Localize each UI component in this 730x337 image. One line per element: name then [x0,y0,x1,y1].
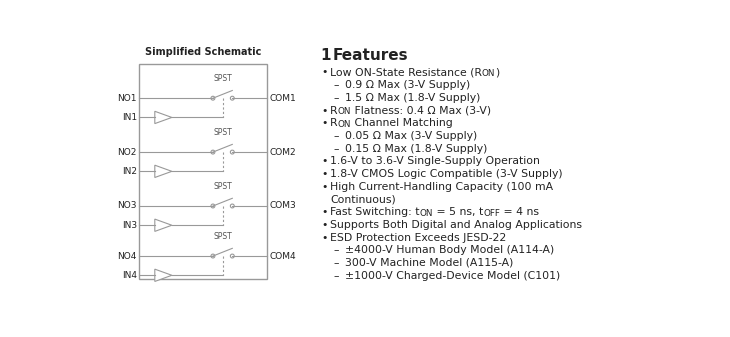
Text: Features: Features [332,48,408,63]
Text: Simplified Schematic: Simplified Schematic [145,48,261,57]
Text: = 5 ns, t: = 5 ns, t [433,207,483,217]
Text: Channel Matching: Channel Matching [351,118,453,128]
Text: 1: 1 [320,48,331,63]
Text: ON: ON [337,107,351,116]
Text: •: • [321,182,328,192]
Text: NO3: NO3 [118,202,137,211]
Text: ): ) [496,67,499,78]
Text: NO4: NO4 [118,251,137,261]
Text: Continuous): Continuous) [330,194,396,205]
Text: •: • [321,118,328,128]
Text: ON: ON [482,69,496,78]
Text: SPST: SPST [213,74,232,83]
Text: IN3: IN3 [122,221,137,230]
Text: Fast Switching: t: Fast Switching: t [330,207,420,217]
Text: Low ON-State Resistance (R: Low ON-State Resistance (R [330,67,482,78]
Text: High Current-Handling Capacity (100 mA: High Current-Handling Capacity (100 mA [330,182,553,192]
Bar [139,64,267,279]
Text: •: • [321,220,328,230]
Text: IN4: IN4 [122,271,137,280]
Text: COM1: COM1 [269,94,296,103]
Text: •: • [321,156,328,166]
Text: Supports Both Digital and Analog Applications: Supports Both Digital and Analog Applica… [330,220,582,230]
Text: 1.5 Ω Max (1.8-V Supply): 1.5 Ω Max (1.8-V Supply) [345,93,480,103]
Text: SPST: SPST [213,232,232,241]
Polygon shape [155,165,172,178]
Text: COM4: COM4 [269,251,296,261]
Text: ±1000-V Charged-Device Model (C101): ±1000-V Charged-Device Model (C101) [345,271,560,281]
Text: ±4000-V Human Body Model (A114-A): ±4000-V Human Body Model (A114-A) [345,245,554,255]
Text: COM3: COM3 [269,202,296,211]
Text: Flatness: 0.4 Ω Max (3-V): Flatness: 0.4 Ω Max (3-V) [351,105,491,116]
Text: NO1: NO1 [118,94,137,103]
Text: ON: ON [337,120,351,129]
Text: ON: ON [420,209,433,218]
Text: 0.05 Ω Max (3-V Supply): 0.05 Ω Max (3-V Supply) [345,131,477,141]
Text: •: • [321,67,328,78]
Text: OFF: OFF [483,209,500,218]
Text: IN2: IN2 [122,167,137,176]
Text: IN1: IN1 [122,113,137,122]
Text: 1.6-V to 3.6-V Single-Supply Operation: 1.6-V to 3.6-V Single-Supply Operation [330,156,539,166]
Text: R: R [330,118,337,128]
Polygon shape [155,111,172,124]
Text: –: – [334,80,339,90]
Text: –: – [334,93,339,103]
Text: 300-V Machine Model (A115-A): 300-V Machine Model (A115-A) [345,258,513,268]
Text: –: – [334,144,339,154]
Text: •: • [321,207,328,217]
Text: = 4 ns: = 4 ns [500,207,539,217]
Text: SPST: SPST [213,182,232,191]
Text: SPST: SPST [213,128,232,137]
Text: –: – [334,258,339,268]
Text: 1.8-V CMOS Logic Compatible (3-V Supply): 1.8-V CMOS Logic Compatible (3-V Supply) [330,169,563,179]
Text: 0.15 Ω Max (1.8-V Supply): 0.15 Ω Max (1.8-V Supply) [345,144,487,154]
Text: 0.9 Ω Max (3-V Supply): 0.9 Ω Max (3-V Supply) [345,80,470,90]
Text: –: – [334,131,339,141]
Text: •: • [321,233,328,243]
Text: ESD Protection Exceeds JESD-22: ESD Protection Exceeds JESD-22 [330,233,506,243]
Text: –: – [334,245,339,255]
Text: •: • [321,169,328,179]
Text: NO2: NO2 [118,148,137,157]
Text: COM2: COM2 [269,148,296,157]
Polygon shape [155,269,172,281]
Text: R: R [330,105,337,116]
Text: •: • [321,105,328,116]
Polygon shape [155,219,172,232]
Text: –: – [334,271,339,281]
